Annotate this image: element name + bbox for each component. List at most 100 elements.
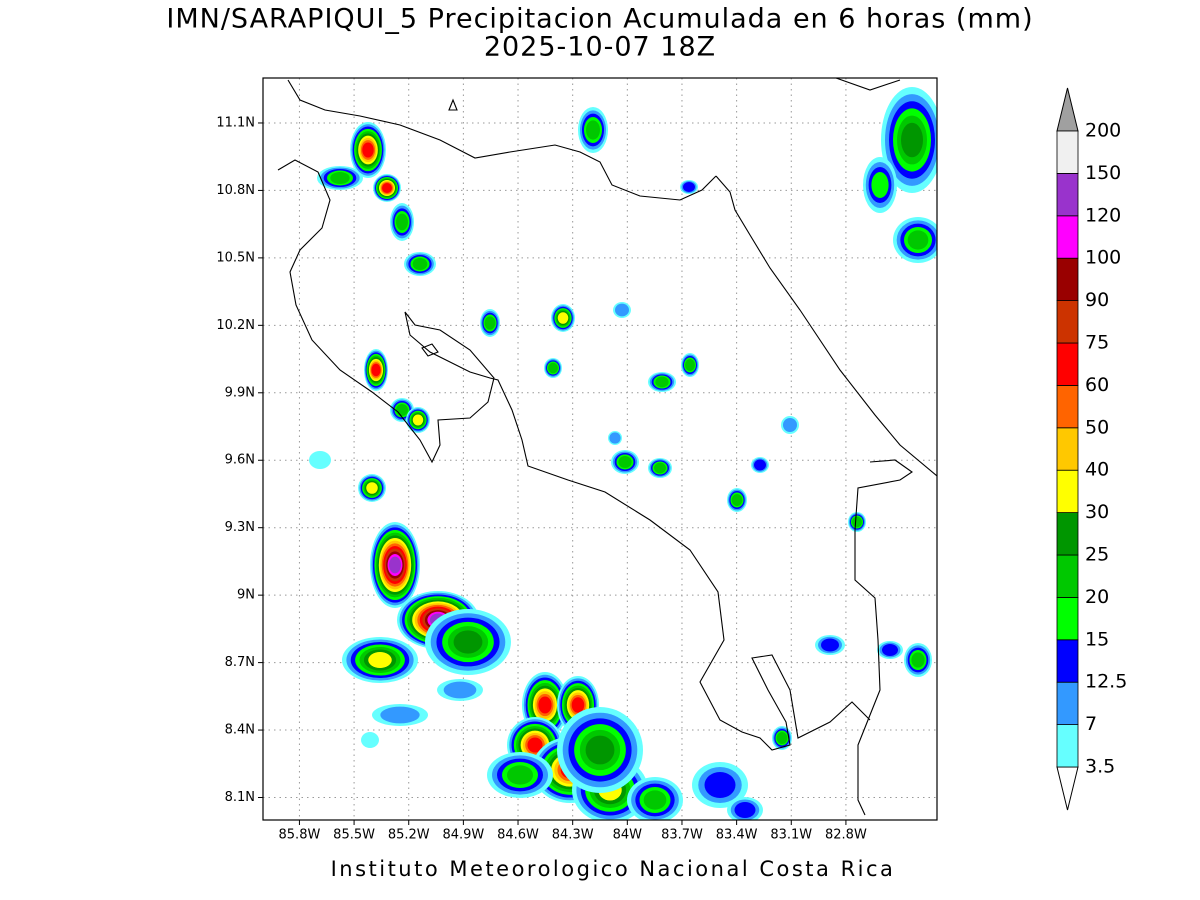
map-title: IMN/SARAPIQUI_5 Precipitacion Acumulada … xyxy=(166,4,1033,35)
lat-tick-label: 8.7N xyxy=(225,655,255,670)
coastlines xyxy=(277,78,937,816)
lon-tick-label: 83.7W xyxy=(661,828,703,843)
colorbar-cell xyxy=(1056,427,1079,471)
precip-contour xyxy=(362,142,374,158)
precip-contour xyxy=(396,404,408,416)
precip-contour xyxy=(734,802,756,818)
colorbar-cell xyxy=(1056,130,1079,174)
colorbar-cell xyxy=(1056,342,1079,386)
precip-contour xyxy=(380,706,420,724)
precip-contour xyxy=(615,303,629,317)
precip-contour xyxy=(382,183,392,193)
colorbar-cell xyxy=(1056,172,1079,217)
lon-tick-label: 84.6W xyxy=(497,828,539,843)
island xyxy=(448,98,458,111)
precip-contour xyxy=(453,630,483,654)
precip-contour xyxy=(371,363,381,377)
colorbar-cell xyxy=(1056,554,1079,598)
map-frame xyxy=(262,77,938,821)
precip-contour xyxy=(389,556,401,574)
precip-contour xyxy=(901,122,923,158)
colorbar-label: 200 xyxy=(1085,120,1121,142)
colorbar-label: 75 xyxy=(1085,332,1109,354)
colorbar-label: 30 xyxy=(1085,501,1109,523)
colorbar-cell xyxy=(1056,597,1079,641)
precip-contour xyxy=(396,213,408,231)
precip-contour xyxy=(412,414,424,426)
colorbar-cell xyxy=(1056,681,1079,726)
colorbar-cell xyxy=(1056,257,1079,302)
colorbar-label: 7 xyxy=(1085,713,1097,735)
lon-tick-label: 84.3W xyxy=(552,828,594,843)
colorbar-cell xyxy=(1056,300,1079,344)
map-subtitle: 2025-10-07 18Z xyxy=(484,32,716,63)
precip-contour xyxy=(654,462,666,474)
colorbar-over xyxy=(1056,87,1079,132)
precip-contour xyxy=(548,362,558,374)
precip-contour xyxy=(704,772,736,798)
precip-contour xyxy=(618,456,632,468)
coastline xyxy=(277,159,871,751)
colorbar-label: 15 xyxy=(1085,628,1109,650)
precip-contour xyxy=(443,681,477,699)
colorbar-under xyxy=(1056,766,1079,811)
precip-contour xyxy=(643,790,667,810)
precip-contour xyxy=(366,482,378,494)
lat-tick-label: 10.8N xyxy=(216,183,255,198)
precip-contour xyxy=(685,359,695,371)
colorbar-label: 100 xyxy=(1085,247,1121,269)
coastline xyxy=(715,175,937,477)
lon-tick-label: 85.5W xyxy=(333,828,375,843)
lon-tick-label: 83.1W xyxy=(770,828,812,843)
border xyxy=(854,459,913,816)
precip-contour xyxy=(655,376,669,388)
colorbar-cell xyxy=(1056,724,1079,768)
precip-contour xyxy=(330,172,350,184)
lat-tick-label: 10.5N xyxy=(216,250,255,265)
precip-contour xyxy=(731,494,743,506)
precip-contour xyxy=(309,451,331,469)
lon-tick-label: 84.9W xyxy=(442,828,484,843)
precip-contour xyxy=(368,652,392,668)
lat-tick-label: 9N xyxy=(237,588,255,603)
precip-contour xyxy=(911,652,925,668)
colorbar-label: 50 xyxy=(1085,416,1109,438)
lat-tick-label: 11.1N xyxy=(216,115,255,130)
coastline xyxy=(835,78,901,91)
lat-tick-label: 9.9N xyxy=(225,385,255,400)
precip-contour xyxy=(361,732,379,748)
precip-contour xyxy=(586,120,600,140)
precip-contour xyxy=(557,312,569,324)
colorbar-cell xyxy=(1056,469,1079,514)
coastline xyxy=(287,79,717,201)
precip-contour xyxy=(484,316,496,330)
colorbar-label: 20 xyxy=(1085,586,1109,608)
precip-contour xyxy=(754,459,766,471)
precip-contour xyxy=(882,644,898,656)
footer: Instituto Meteorologico Nacional Costa R… xyxy=(331,857,896,881)
precip-contour xyxy=(683,182,695,192)
colorbar-cell xyxy=(1056,215,1079,259)
precip-contour xyxy=(871,172,889,198)
precip-contour xyxy=(527,737,543,753)
colorbar-label: 40 xyxy=(1085,459,1109,481)
lon-tick-label: 85.8W xyxy=(279,828,321,843)
lon-tick-label: 82.8W xyxy=(825,828,867,843)
colorbar-cell xyxy=(1056,512,1079,556)
lat-tick-label: 10.2N xyxy=(216,318,255,333)
colorbar-label: 3.5 xyxy=(1085,756,1115,778)
colorbar: 3.5 7 12.5 15 20 25 30 40 50 60 75 90 100 120 150 200 xyxy=(1056,87,1127,811)
colorbar-label: 60 xyxy=(1085,374,1109,396)
island xyxy=(421,343,439,357)
lon-tick-label: 85.2W xyxy=(388,828,430,843)
precipitation-field xyxy=(309,87,937,820)
precip-contour xyxy=(507,765,533,785)
lon-tick-label: 84W xyxy=(613,828,643,843)
colorbar-label: 120 xyxy=(1085,204,1121,226)
colorbar-label: 25 xyxy=(1085,544,1109,566)
precip-contour xyxy=(609,432,621,444)
lat-tick-label: 8.4N xyxy=(225,723,255,738)
lat-tick-label: 9.3N xyxy=(225,520,255,535)
colorbar-cell xyxy=(1056,384,1079,429)
